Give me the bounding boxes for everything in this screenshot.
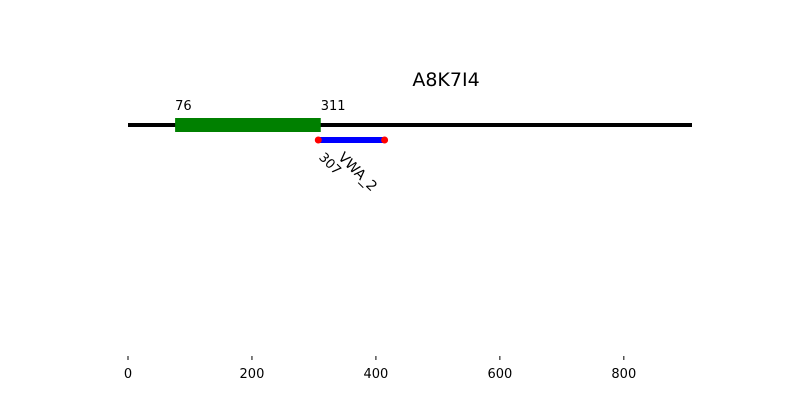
x-tick-label: 600 bbox=[487, 367, 512, 382]
region-end-label: 311 bbox=[321, 99, 346, 114]
x-axis: 0 200 400 600 800 bbox=[124, 356, 636, 382]
region-bar bbox=[175, 118, 321, 132]
domain-start-marker bbox=[314, 136, 322, 144]
x-tick-label: 400 bbox=[363, 367, 388, 382]
x-tick-label: 0 bbox=[124, 367, 132, 382]
x-tick-label: 200 bbox=[240, 367, 265, 382]
domain-end-marker bbox=[381, 136, 389, 144]
chart-title: A8K7I4 bbox=[412, 69, 479, 91]
domain-name-label: VWA_2 bbox=[335, 150, 380, 195]
x-tick-label: 800 bbox=[611, 367, 636, 382]
region-start-label: 76 bbox=[175, 99, 192, 114]
